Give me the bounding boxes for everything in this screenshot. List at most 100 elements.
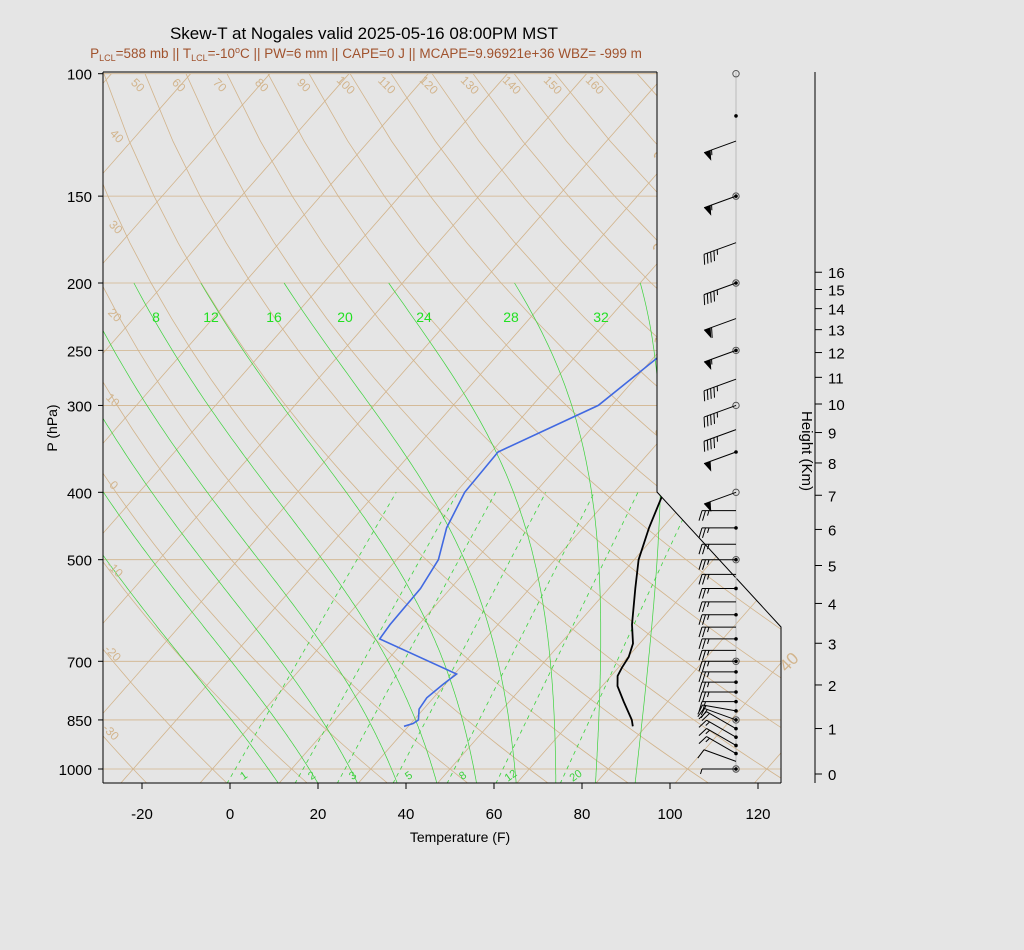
axis-labels: 1 2 3 5 8 12 208 12 16 20 24 28 32: [152, 309, 609, 784]
wind-barb: [697, 704, 737, 716]
temperature-tick-label: 20: [310, 806, 327, 823]
wind-barb: [698, 510, 736, 521]
wind-barb: [703, 451, 737, 472]
dry-adiabat-line: [185, 73, 781, 729]
wind-barb: [698, 543, 736, 555]
height-tick-label: 14: [828, 302, 845, 319]
wind-barb: [700, 768, 736, 775]
wind-panel-mask: [657, 72, 781, 627]
height-tick-label: 5: [828, 559, 836, 576]
wind-barb: [698, 728, 737, 746]
dry-adiabat-line: [103, 561, 308, 783]
isotherm-line: [103, 73, 271, 264]
isotherm-line: [833, 74, 1024, 784]
height-tick-label: 12: [828, 346, 845, 363]
wind-barb: [698, 527, 736, 539]
x-axis-label: Temperature (F): [410, 829, 510, 845]
pressure-tick-label: 500: [67, 553, 92, 570]
wind-barb: [698, 660, 736, 672]
wind-barb: [698, 601, 736, 613]
background-grid: [0, 72, 1024, 784]
temperature-tick-label: 40: [398, 806, 415, 823]
chart-title: Skew-T at Nogales valid 2025-05-16 08:00…: [170, 24, 558, 43]
mixing-ratio-label: 12: [503, 768, 520, 785]
wind-barb: [698, 671, 736, 683]
dry-adiabat-line: [103, 285, 549, 783]
height-tick-label: 0: [828, 767, 836, 784]
wind-level-circle: [732, 401, 740, 410]
dry-adiabat-line: [390, 73, 781, 489]
moist-adiabat-line: [103, 554, 279, 783]
temperature-tick-label: 0: [226, 806, 234, 823]
wind-barb: [703, 318, 737, 339]
pressure-tick-label: 200: [67, 276, 92, 293]
wind-barb: [698, 614, 736, 625]
wind-barb: [703, 282, 737, 306]
wind-barb: [698, 681, 736, 693]
temperature-tick-label: 120: [745, 806, 770, 823]
mixing-ratio-line: [560, 492, 696, 783]
dry-adiabat-line: [103, 381, 469, 783]
wind-level-circle: [732, 70, 740, 78]
dry-adiabat-line: [226, 73, 781, 679]
temperature-tick-label: -20: [131, 806, 153, 823]
mixing-ratio-lines: [226, 492, 696, 783]
height-tick-label: 4: [828, 596, 836, 613]
height-tick-label: 8: [828, 456, 836, 473]
height-tick-label: 7: [828, 488, 836, 505]
wind-barbs: [697, 70, 740, 775]
height-tick-label: 13: [828, 323, 845, 340]
wind-barb: [703, 140, 737, 161]
wind-barb: [703, 404, 737, 428]
dry-adiabat-line: [103, 183, 629, 783]
height-tick-label: 2: [828, 678, 836, 695]
mixing-ratio-line: [495, 492, 639, 783]
temperature-tick-label: 60: [486, 806, 503, 823]
mixing-ratio-label: 3: [347, 769, 359, 782]
mixing-ratio-label: 20: [568, 768, 585, 785]
wind-barb: [703, 491, 737, 512]
moist-adiabat-line: [283, 282, 517, 783]
dry-adiabat-line: [103, 73, 710, 783]
pressure-tick-label: 850: [67, 713, 92, 730]
temperature-profile: [616, 272, 781, 727]
wind-level-circle: [732, 716, 740, 724]
height-tick-label: 9: [828, 426, 836, 443]
height-tick-label: 3: [828, 636, 836, 653]
isotherm-line: [103, 73, 429, 444]
wind-barb: [698, 701, 736, 712]
moist-adiabat-line: [103, 329, 398, 783]
theta-e-label: 8: [152, 309, 160, 325]
isotherm-line: [0, 74, 32, 784]
wind-level-dot: [734, 114, 738, 118]
pressure-tick-label: 100: [67, 67, 92, 84]
wind-barb: [703, 349, 737, 371]
wind-barb: [698, 626, 736, 638]
mixing-ratio-line: [226, 492, 397, 783]
mixing-ratio-line: [446, 492, 595, 783]
isotherm-line: [103, 73, 508, 534]
theta-e-label: 28: [503, 309, 519, 325]
isotherm-line: [595, 572, 781, 783]
y-axis-label: P (hPa): [44, 404, 60, 451]
wind-barb: [698, 587, 736, 599]
wind-barb: [703, 378, 737, 402]
dry-adiabat-line: [308, 73, 781, 582]
height-tick-label: 10: [828, 397, 845, 414]
height-tick-label: 1: [828, 722, 836, 739]
dry-adiabat-line: [103, 472, 388, 783]
mixing-ratio-line: [392, 492, 547, 783]
height-tick-label: 6: [828, 522, 836, 539]
mixing-ratio-label: 1: [238, 769, 250, 782]
wind-level-circle: [732, 488, 740, 497]
wind-level-circle: [732, 192, 740, 200]
wind-barb: [703, 195, 737, 216]
wind-level-circle: [732, 279, 740, 287]
isotherm-line: [753, 752, 781, 783]
height-axis-label: Height (Km): [798, 411, 815, 491]
temperature-tick-label: 100: [657, 806, 682, 823]
moist-adiabat-line: [133, 282, 438, 783]
isotherm-line: [103, 73, 350, 354]
